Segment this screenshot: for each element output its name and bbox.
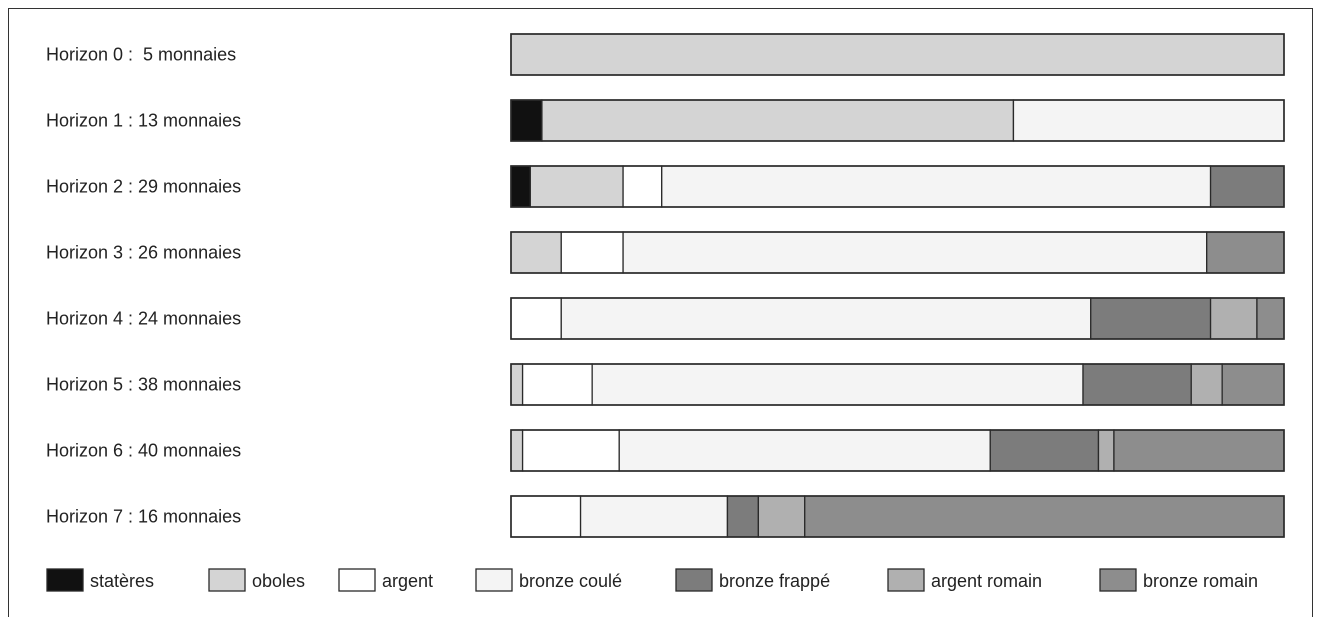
- category-label: Horizon 2 : 29 monnaies: [46, 177, 241, 197]
- bar-segment: [529, 165, 624, 208]
- legend-label: statères: [90, 571, 154, 591]
- category-label: Horizon 5 : 38 monnaies: [46, 375, 241, 395]
- bar-outline: [510, 429, 1285, 472]
- bar-segment: [618, 429, 991, 472]
- legend-swatch: [475, 568, 513, 592]
- bar-segment: [560, 297, 1092, 340]
- legend-label: argent romain: [931, 571, 1042, 591]
- bar-segment: [510, 231, 562, 274]
- bar-segment: [1082, 363, 1192, 406]
- legend-swatch: [887, 568, 925, 592]
- bar-segment: [521, 429, 620, 472]
- bar-segment: [579, 495, 729, 538]
- bar-outline: [510, 99, 1285, 142]
- category-label: Horizon 4 : 24 monnaies: [46, 309, 241, 329]
- bar-segment: [661, 165, 1212, 208]
- legend-swatch: [338, 568, 376, 592]
- bar-segment: [1209, 297, 1258, 340]
- legend-label: argent: [382, 571, 433, 591]
- category-label: Horizon 7 : 16 monnaies: [46, 507, 241, 527]
- bar-segment: [622, 231, 1208, 274]
- bar-outline: [510, 33, 1285, 76]
- bar-segment: [622, 165, 663, 208]
- chart-frame: [8, 8, 1313, 617]
- bar-outline: [510, 297, 1285, 340]
- bar-segment: [510, 429, 524, 472]
- bar-segment: [1190, 363, 1223, 406]
- bar-segment: [1012, 99, 1285, 142]
- bar-segment: [591, 363, 1084, 406]
- bar-segment: [510, 99, 543, 142]
- legend-label: bronze romain: [1143, 571, 1258, 591]
- legend-swatch: [208, 568, 246, 592]
- category-label: Horizon 0 : 5 monnaies: [46, 45, 236, 65]
- bar-segment: [510, 495, 582, 538]
- bar-segment: [1221, 363, 1285, 406]
- bar-outline: [510, 495, 1285, 538]
- bar-segment: [804, 495, 1285, 538]
- legend-label: oboles: [252, 571, 305, 591]
- bar-outline: [510, 165, 1285, 208]
- bar-segment: [1256, 297, 1285, 340]
- category-label: Horizon 3 : 26 monnaies: [46, 243, 241, 263]
- bar-segment: [510, 165, 531, 208]
- bar-segment: [1209, 165, 1285, 208]
- legend-swatch: [1099, 568, 1137, 592]
- legend-swatch: [46, 568, 84, 592]
- bar-segment: [510, 297, 562, 340]
- legend-swatch: [675, 568, 713, 592]
- bar-segment: [510, 363, 524, 406]
- bar-segment: [726, 495, 760, 538]
- bar-segment: [757, 495, 806, 538]
- bar-segment: [541, 99, 1015, 142]
- category-label: Horizon 6 : 40 monnaies: [46, 441, 241, 461]
- bar-segment: [1090, 297, 1212, 340]
- bar-segment: [989, 429, 1100, 472]
- category-label: Horizon 1 : 13 monnaies: [46, 111, 241, 131]
- bar-segment: [560, 231, 624, 274]
- bar-segment: [521, 363, 593, 406]
- bar-segment: [1097, 429, 1115, 472]
- bar-segment: [1206, 231, 1285, 274]
- legend-label: bronze frappé: [719, 571, 830, 591]
- bar-segment: [510, 33, 1285, 76]
- bar-outline: [510, 363, 1285, 406]
- legend-label: bronze coulé: [519, 571, 622, 591]
- bar-outline: [510, 231, 1285, 274]
- bar-segment: [1113, 429, 1285, 472]
